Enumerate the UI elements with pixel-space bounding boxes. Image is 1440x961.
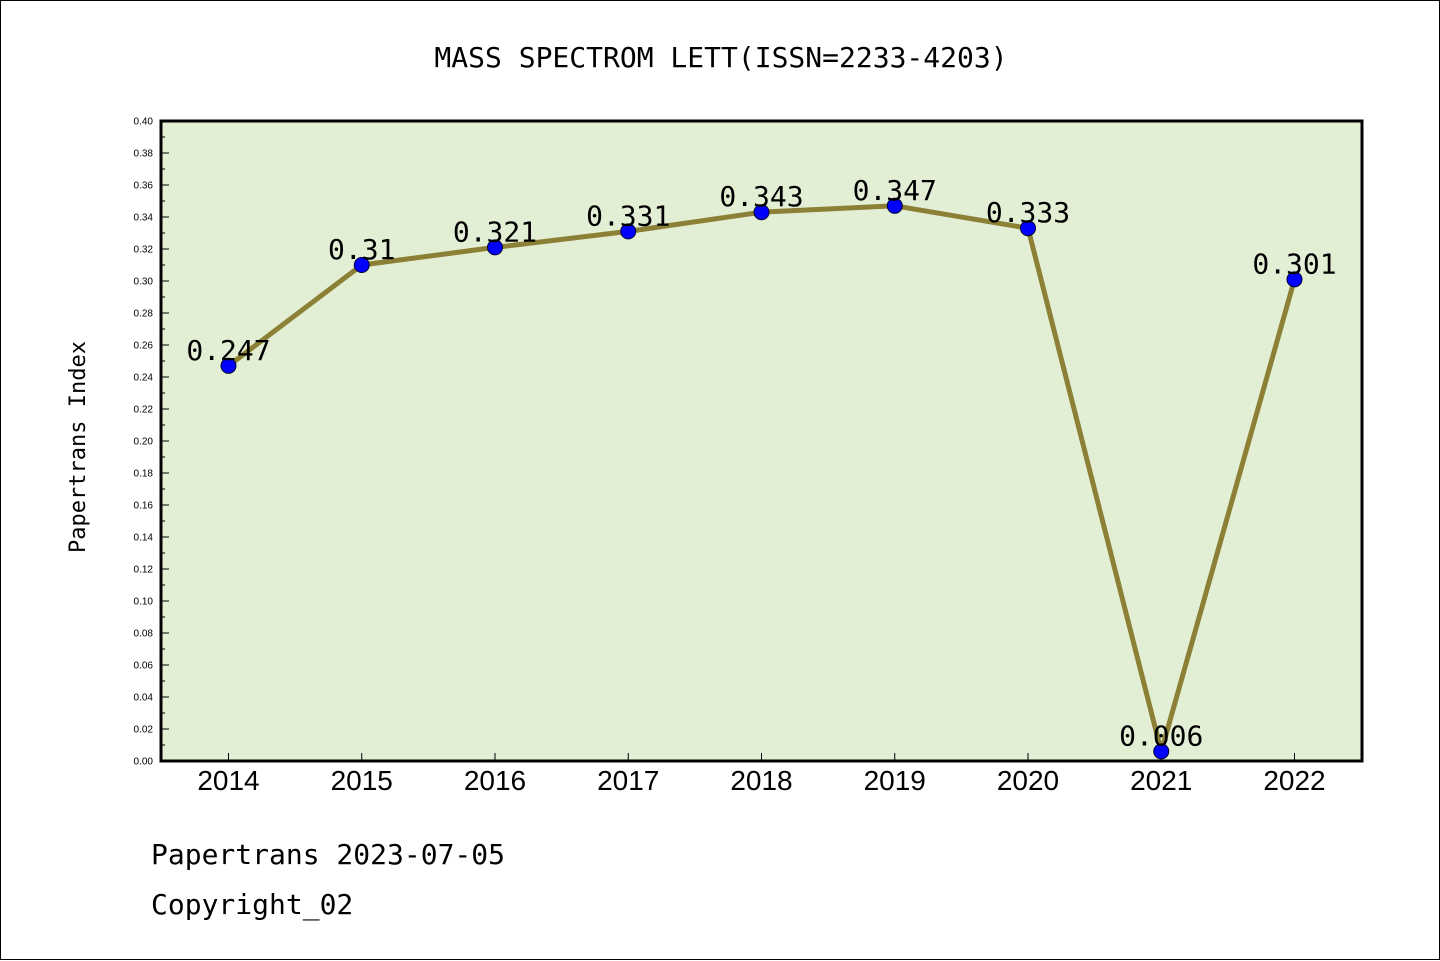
- y-tick-label: 0.12: [134, 565, 154, 576]
- y-tick-label: 0.40: [134, 117, 154, 128]
- x-tick-label: 2022: [1263, 765, 1325, 796]
- x-tick-label: 2018: [730, 765, 792, 796]
- y-tick-label: 0.10: [134, 597, 154, 608]
- data-label: 0.247: [186, 334, 270, 367]
- y-tick-label: 0.20: [134, 437, 154, 448]
- data-point: [1020, 220, 1036, 237]
- data-markers: [220, 197, 1303, 760]
- data-point: [487, 239, 503, 256]
- chart-title: MASS SPECTROM LETT(ISSN=2233-4203): [434, 41, 1007, 74]
- plot-area: [159, 119, 1364, 763]
- y-tick-label: 0.08: [134, 629, 154, 640]
- y-tick-label: 0.36: [134, 181, 154, 192]
- x-tick-label: 2017: [597, 765, 659, 796]
- x-tick-label: 2015: [331, 765, 393, 796]
- y-tick-label: 0.14: [134, 533, 154, 544]
- y-tick-label: 0.04: [134, 693, 154, 704]
- data-label: 0.321: [453, 215, 537, 248]
- y-tick-label: 0.24: [134, 373, 154, 384]
- data-point: [886, 197, 903, 214]
- y-tick-label: 0.34: [134, 213, 154, 224]
- y-tick-label: 0.22: [134, 405, 154, 416]
- y-tick-label: 0.16: [134, 501, 154, 512]
- data-point: [620, 223, 637, 240]
- y-tick-label: 0.18: [134, 469, 154, 480]
- y-tick-label: 0.02: [134, 725, 154, 736]
- y-tick-label: 0.00: [134, 757, 154, 768]
- x-tick-label: 2021: [1130, 765, 1192, 796]
- y-tick-label: 0.28: [134, 309, 154, 320]
- y-axis: 0.00 0.02 0.04 0.06 0.08 0.10 0.12 0.14 0.16 0.18…: [134, 117, 169, 768]
- data-label: 0.31: [328, 233, 395, 266]
- x-tick-label: 2016: [464, 765, 526, 796]
- data-point: [1286, 271, 1303, 288]
- x-axis: 2014 2015 2016 2017 2018 2019 2020 2021 2022: [197, 753, 1326, 796]
- data-label: 0.006: [1119, 719, 1203, 752]
- footer-date: Papertrans 2023-07-05: [151, 838, 505, 871]
- data-point: [353, 257, 370, 273]
- y-tick-label: 0.06: [134, 661, 154, 672]
- y-tick-label: 0.32: [134, 245, 154, 256]
- data-label: 0.331: [586, 199, 670, 232]
- x-tick-label: 2019: [864, 765, 926, 796]
- data-label: 0.343: [719, 180, 803, 213]
- data-point: [753, 204, 770, 221]
- data-label: 0.301: [1252, 247, 1336, 280]
- x-tick-label: 2014: [197, 765, 259, 796]
- data-label: 0.333: [986, 196, 1070, 229]
- y-tick-label: 0.30: [134, 277, 154, 288]
- data-point: [1153, 743, 1170, 760]
- y-axis-label: Papertrans Index: [66, 341, 91, 553]
- footer-copyright: Copyright_02: [151, 888, 353, 922]
- data-label: 0.347: [853, 174, 937, 207]
- x-tick-label: 2020: [997, 765, 1059, 796]
- data-point: [220, 357, 237, 374]
- y-tick-label: 0.26: [134, 341, 154, 352]
- y-tick-label: 0.38: [134, 149, 154, 160]
- data-labels: 0.247 0.31 0.321 0.331 0.343 0.347 0.333 0.006 0…: [186, 174, 1336, 753]
